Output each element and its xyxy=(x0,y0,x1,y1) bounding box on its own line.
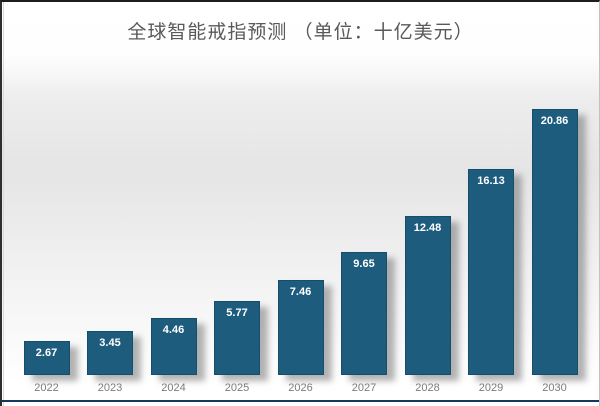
x-tick-label: 2030 xyxy=(542,382,567,394)
x-tick-label: 2022 xyxy=(34,382,59,394)
chart-title: 全球智能戒指预测 （单位：十亿美元） xyxy=(127,22,474,43)
bar-column: 7.46 2026 xyxy=(277,280,324,394)
bar-value-label: 5.77 xyxy=(226,307,248,319)
bar-column: 16.13 2029 xyxy=(468,169,514,394)
bar: 3.45 xyxy=(87,331,133,375)
bar-value-label: 16.13 xyxy=(477,175,505,187)
bar-column: 12.48 2028 xyxy=(404,216,451,394)
bar-value-label: 9.65 xyxy=(353,258,375,270)
x-tick-label: 2023 xyxy=(97,382,123,394)
bar: 2.67 xyxy=(23,341,70,375)
x-tick-label: 2029 xyxy=(478,382,504,394)
bar-column: 3.45 2023 xyxy=(87,331,133,394)
bottom-rule xyxy=(2,400,599,402)
bar-value-label: 12.48 xyxy=(413,222,442,234)
bar-value-label: 7.46 xyxy=(289,286,312,298)
bar-value-label: 20.86 xyxy=(540,115,569,127)
bar: 7.46 xyxy=(277,280,324,375)
x-tick-label: 2027 xyxy=(351,382,377,394)
bar-column: 2.67 2022 xyxy=(23,341,70,394)
bar-column: 4.46 2024 xyxy=(150,318,197,394)
bar-value-label: 3.45 xyxy=(99,337,121,349)
bar: 4.46 xyxy=(150,318,197,375)
x-tick-label: 2025 xyxy=(224,382,250,394)
x-tick-label: 2028 xyxy=(415,382,440,394)
bar: 20.86 xyxy=(531,109,578,375)
left-inner-border xyxy=(3,2,4,406)
bar: 12.48 xyxy=(404,216,451,375)
bar-column: 20.86 2030 xyxy=(531,109,578,394)
x-tick-label: 2026 xyxy=(288,382,313,394)
x-tick-label: 2024 xyxy=(161,382,186,394)
bar: 9.65 xyxy=(341,252,387,375)
bar-columns: 2.67 2022 3.45 2023 4.46 2024 5.77 2025 7.46 2026… xyxy=(2,109,599,394)
bar: 5.77 xyxy=(214,301,260,375)
bar-value-label: 2.67 xyxy=(35,347,58,359)
bar-column: 9.65 2027 xyxy=(341,252,387,394)
bar-column: 5.77 2025 xyxy=(214,301,260,394)
bar-value-label: 4.46 xyxy=(162,324,185,336)
bar: 16.13 xyxy=(468,169,514,375)
